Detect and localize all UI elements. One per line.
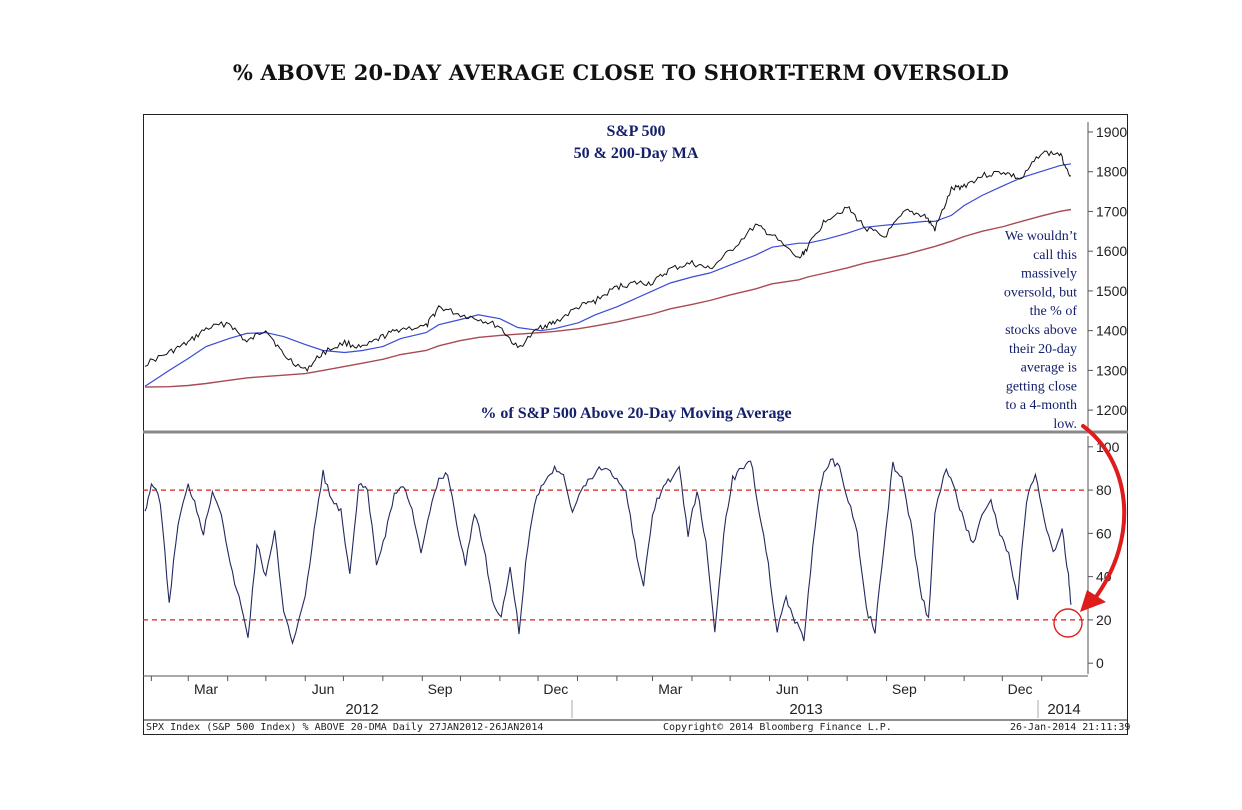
x-tick-label: Jun (312, 681, 335, 697)
spx-tick-label: 1900 (1096, 124, 1127, 140)
annotation-text: We wouldn’t call this massively oversold, b… (1004, 229, 1077, 432)
spx-price-line (144, 150, 1072, 373)
pct-tick-label: 60 (1096, 525, 1112, 541)
spx-y-axis: 1200 1300 1400 1500 1600 1700 1800 1900 (1087, 122, 1127, 430)
pct-tick-label: 20 (1096, 612, 1112, 628)
x-tick-label: Jun (776, 681, 799, 697)
page-title: % ABOVE 20-DAY AVERAGE CLOSE TO SHORT-TE… (232, 60, 1010, 85)
spx-tick-label: 1200 (1096, 402, 1127, 418)
year-label: 2012 (345, 701, 378, 718)
pct-above-20dma-line (144, 458, 1072, 646)
spx-subtitle: 50 & 200-Day MA (574, 145, 699, 162)
spx-tick-label: 1500 (1096, 283, 1127, 299)
red-arrow-head (1080, 590, 1106, 612)
pct-tick-label: 0 (1096, 655, 1104, 671)
pct-title: % of S&P 500 Above 20-Day Moving Average (480, 405, 791, 422)
annotation-line: getting close (1006, 379, 1077, 394)
annotation-line: oversold, but (1004, 285, 1077, 300)
ma200-line (144, 208, 1072, 388)
annotation-line: low. (1053, 417, 1077, 432)
x-tick-label: Dec (1008, 681, 1033, 697)
annotation-line: their 20-day (1009, 342, 1077, 357)
footer-copyright: Copyright© 2014 Bloomberg Finance L.P. (663, 722, 892, 733)
x-tick-label: Dec (543, 681, 568, 697)
red-arrow (1081, 424, 1127, 603)
reference-lines (143, 489, 1088, 621)
spx-title: S&P 500 (606, 123, 665, 140)
pct-tick-label: 80 (1096, 482, 1112, 498)
x-tick-label: Sep (892, 681, 917, 697)
x-axis: Mar Jun Sep Dec Mar Jun Sep Dec 2012 2013 2014 (150, 676, 1081, 718)
annotation-line: massively (1021, 267, 1077, 282)
footer-timestamp: 26-Jan-2014 21:11:39 (1010, 722, 1131, 733)
chart-svg: S&P 500 50 & 200-Day MA 1200 1300 1400 1500… (143, 122, 1128, 721)
spx-tick-label: 1800 (1096, 164, 1127, 180)
annotation-line: average is (1021, 361, 1077, 376)
year-label: 2013 (789, 701, 822, 718)
x-tick-label: Mar (194, 681, 218, 697)
ma50-line (144, 163, 1072, 387)
spx-tick-label: 1600 (1096, 243, 1127, 259)
annotation-line: call this (1033, 248, 1077, 263)
spx-tick-label: 1700 (1096, 203, 1127, 219)
annotation-line: We wouldn’t (1005, 229, 1077, 244)
spx-tick-label: 1300 (1096, 362, 1127, 378)
footer-series-info: SPX Index (S&P 500 Index) % ABOVE 20-DMA… (146, 722, 544, 733)
annotation-line: stocks above (1005, 323, 1077, 338)
oversold-circle (1053, 608, 1083, 638)
spx-tick-label: 1400 (1096, 323, 1127, 339)
x-tick-label: Mar (658, 681, 682, 697)
annotation-line: the % of (1030, 304, 1078, 319)
chart-frame (143, 114, 1128, 735)
spx-panel: S&P 500 50 & 200-Day MA 1200 1300 1400 1500… (144, 122, 1127, 432)
year-label: 2014 (1047, 701, 1080, 718)
x-tick-label: Sep (428, 681, 453, 697)
annotation-line: to a 4-month (1005, 398, 1077, 413)
